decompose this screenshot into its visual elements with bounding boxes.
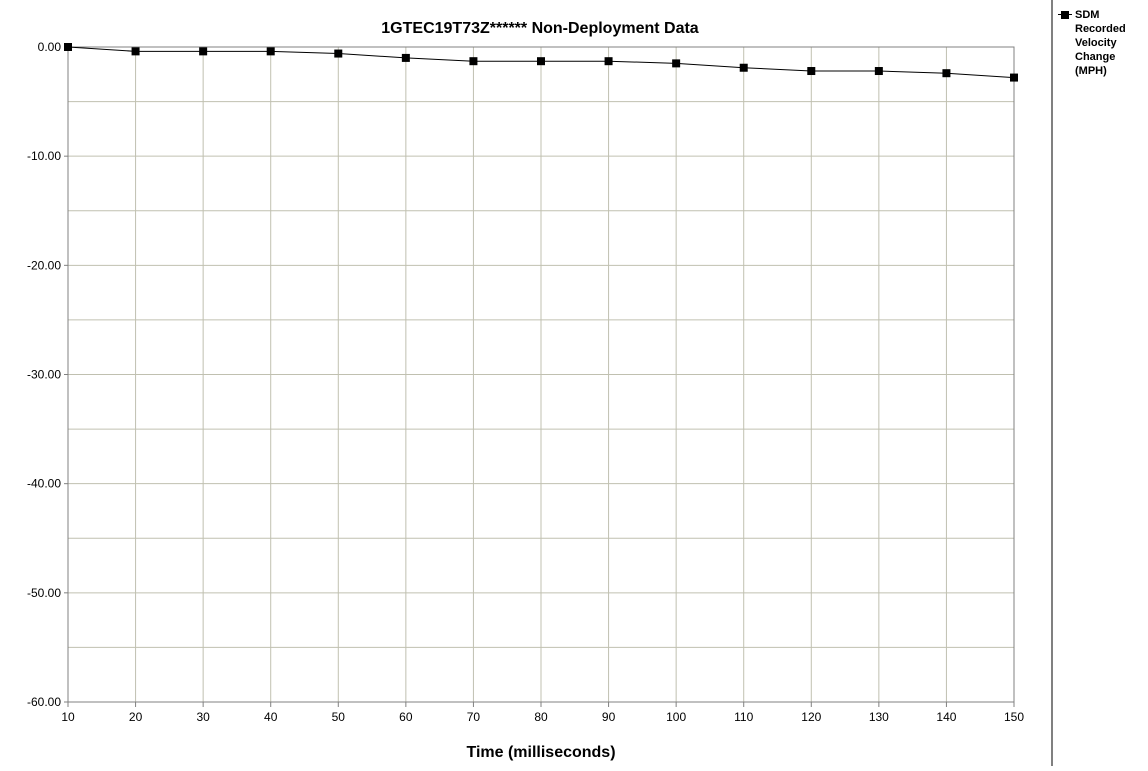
y-tick-label: -20.00 bbox=[27, 258, 61, 272]
axis-layer: 10 20 30 40 50 60 70 80 90 100 110 120 130 140 150 0.00… bbox=[27, 40, 1024, 724]
x-tick-label: 100 bbox=[666, 710, 686, 724]
y-tick-label: 0.00 bbox=[38, 40, 62, 54]
x-tick-label: 50 bbox=[332, 710, 346, 724]
y-tick-label: -30.00 bbox=[27, 368, 61, 382]
x-tick-label: 10 bbox=[61, 710, 75, 724]
series-layer bbox=[64, 43, 1018, 82]
data-point-marker bbox=[537, 57, 545, 66]
x-tick-label: 60 bbox=[399, 710, 413, 724]
y-tick-label: -50.00 bbox=[27, 586, 61, 600]
data-point-marker bbox=[469, 57, 478, 66]
data-point-marker bbox=[604, 57, 613, 66]
data-point-marker bbox=[401, 53, 410, 62]
data-point-marker bbox=[942, 69, 951, 78]
x-tick-label: 40 bbox=[264, 710, 278, 724]
x-axis-label: Time (milliseconds) bbox=[466, 744, 615, 761]
x-tick-label: 20 bbox=[129, 710, 143, 724]
chart-title: 1GTEC19T73Z****** Non-Deployment Data bbox=[381, 20, 699, 37]
data-point-marker bbox=[131, 47, 140, 56]
legend-label: SDM Recorded Velocity Change (MPH) bbox=[1075, 9, 1126, 77]
x-tick-label: 150 bbox=[1004, 710, 1024, 724]
x-tick-label: 70 bbox=[467, 710, 481, 724]
x-tick-label: 120 bbox=[801, 710, 821, 724]
data-point-marker bbox=[266, 47, 275, 56]
data-point-marker bbox=[334, 49, 343, 58]
x-tick-label: 140 bbox=[936, 710, 956, 724]
grid-layer bbox=[67, 46, 1015, 703]
data-point-marker bbox=[739, 63, 748, 72]
x-tick-label: 80 bbox=[534, 710, 548, 724]
y-tick-label: -60.00 bbox=[27, 695, 61, 709]
x-tick-label: 110 bbox=[734, 710, 753, 724]
y-tick-label: -10.00 bbox=[27, 149, 61, 163]
data-point-marker bbox=[874, 67, 883, 76]
legend-marker-icon bbox=[1058, 10, 1072, 20]
data-point-marker bbox=[64, 43, 72, 51]
data-point-marker bbox=[199, 47, 208, 56]
x-tick-label: 130 bbox=[869, 710, 889, 724]
y-tick-label: -40.00 bbox=[27, 477, 61, 491]
x-tick-label: 30 bbox=[196, 710, 210, 724]
data-point-marker bbox=[1010, 73, 1018, 82]
x-tick-label: 90 bbox=[602, 710, 616, 724]
data-point-marker bbox=[672, 59, 681, 68]
plot-area-border bbox=[67, 46, 1015, 703]
data-point-marker bbox=[807, 67, 816, 76]
